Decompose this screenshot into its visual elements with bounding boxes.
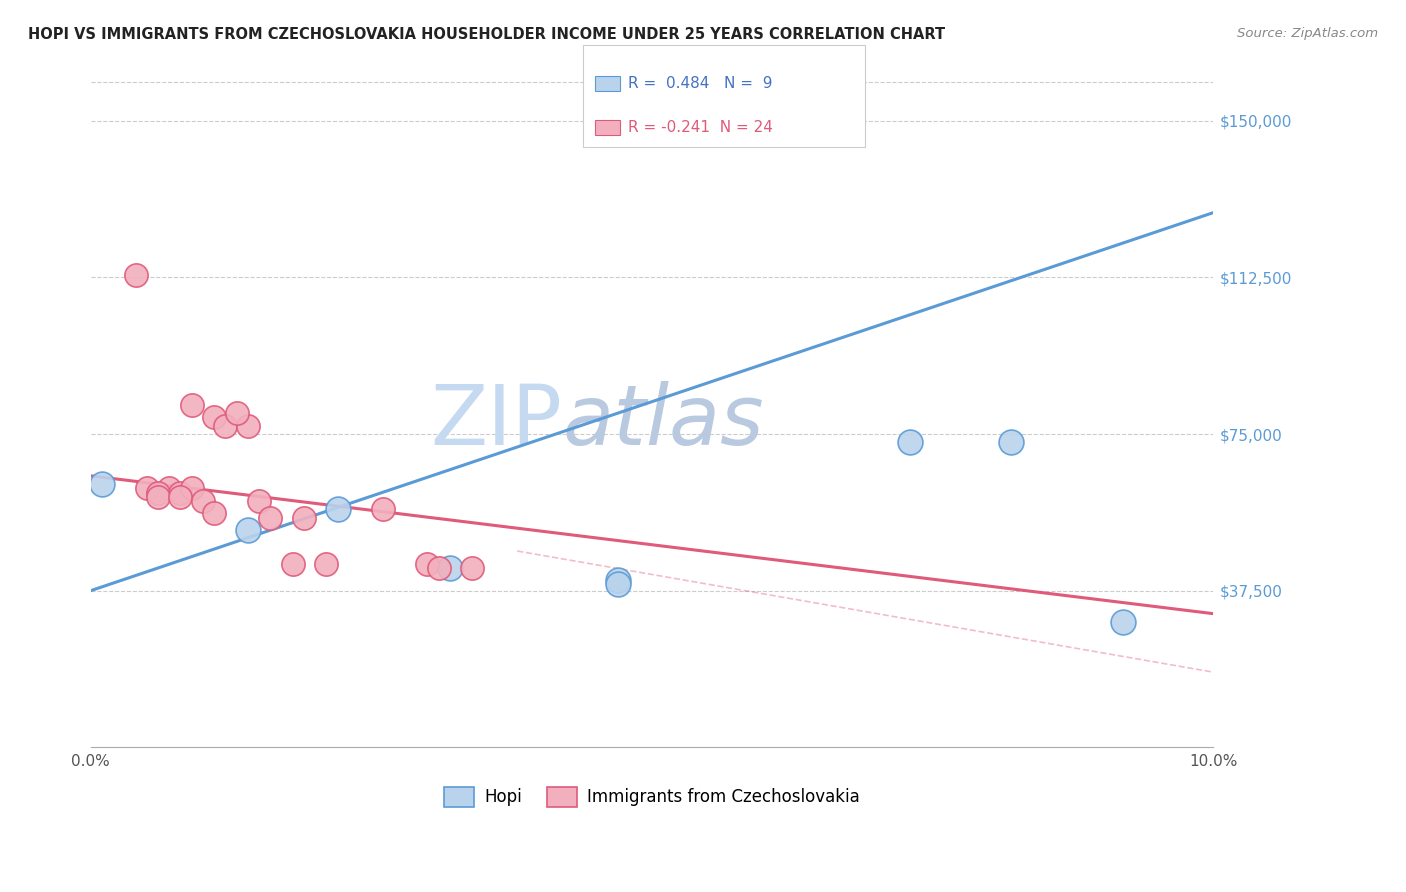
Point [135,481,157,495]
Point [180,398,202,412]
Point [427,560,450,574]
Point [191,494,214,508]
Point [202,410,225,425]
Point [439,560,461,574]
Point [371,502,394,516]
Point [898,435,921,450]
Point [236,418,259,433]
Point [202,507,225,521]
Point [225,406,247,420]
Point [236,523,259,537]
Text: atlas: atlas [562,381,763,462]
Point [146,490,169,504]
Point [1000,435,1022,450]
Text: R =  0.484   N =  9: R = 0.484 N = 9 [628,76,773,91]
Point [146,485,169,500]
Point [169,490,191,504]
Point [169,485,191,500]
Point [607,577,630,591]
Point [461,560,484,574]
Point [180,481,202,495]
Point [157,481,180,495]
Legend: Hopi, Immigrants from Czechoslovakia: Hopi, Immigrants from Czechoslovakia [437,780,866,814]
Point [416,557,439,571]
Text: R = -0.241  N = 24: R = -0.241 N = 24 [628,120,773,136]
Point [315,557,337,571]
Point [607,574,630,588]
Point [90,477,112,491]
Point [214,418,236,433]
Point [124,268,146,283]
Point [326,502,349,516]
Point [292,510,315,524]
Point [247,494,270,508]
Text: Source: ZipAtlas.com: Source: ZipAtlas.com [1237,27,1378,40]
Point [259,510,281,524]
Text: HOPI VS IMMIGRANTS FROM CZECHOSLOVAKIA HOUSEHOLDER INCOME UNDER 25 YEARS CORRELA: HOPI VS IMMIGRANTS FROM CZECHOSLOVAKIA H… [28,27,945,42]
Point [1112,615,1135,629]
Point [281,557,304,571]
Text: ZIP: ZIP [430,381,562,462]
